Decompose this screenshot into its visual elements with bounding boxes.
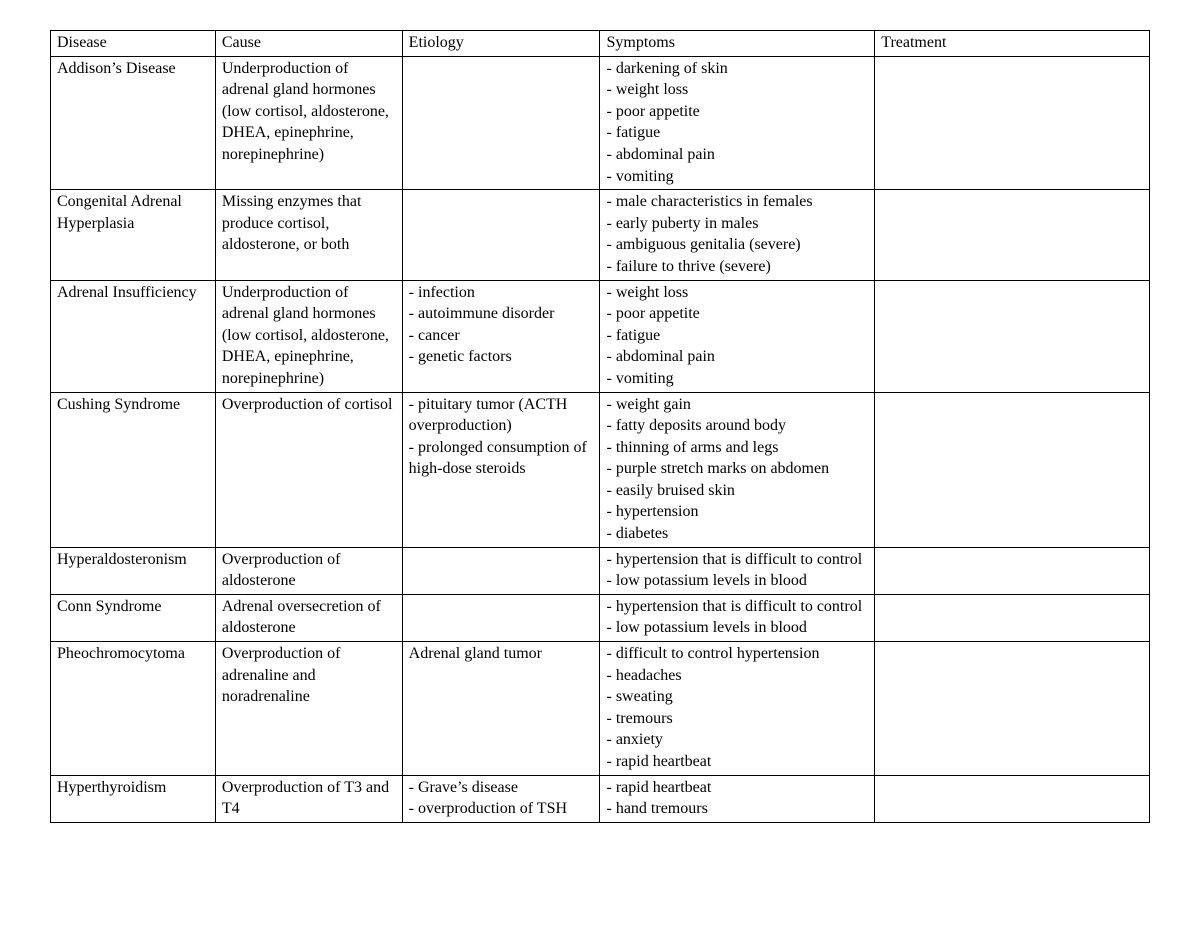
cell-symptoms: - rapid heartbeat- hand tremours [600, 775, 875, 822]
disease-table: Disease Cause Etiology Symptoms Treatmen… [50, 30, 1150, 823]
cell-cause: Missing enzymes that produce cortisol, a… [215, 190, 402, 280]
cell-symptoms-line: - abdominal pain [606, 144, 868, 166]
cell-symptoms: - difficult to control hypertension- hea… [600, 642, 875, 776]
cell-symptoms-line: - vomiting [606, 368, 868, 390]
cell-etiology-line: - overproduction of TSH [409, 798, 594, 820]
cell-symptoms-line: - abdominal pain [606, 346, 868, 368]
cell-etiology-line: - infection [409, 282, 594, 304]
cell-treatment [875, 190, 1150, 280]
cell-treatment [875, 642, 1150, 776]
cell-symptoms-line: - fatigue [606, 122, 868, 144]
cell-symptoms-line: - hypertension that is difficult to cont… [606, 549, 868, 571]
cell-etiology: - Grave’s disease- overproduction of TSH [402, 775, 600, 822]
cell-symptoms-line: - hypertension that is difficult to cont… [606, 596, 868, 618]
cell-symptoms: - darkening of skin- weight loss- poor a… [600, 56, 875, 190]
cell-etiology [402, 190, 600, 280]
cell-treatment [875, 775, 1150, 822]
table-row: Conn SyndromeAdrenal oversecretion of al… [51, 594, 1150, 641]
cell-symptoms-line: - anxiety [606, 729, 868, 751]
cell-symptoms-line: - rapid heartbeat [606, 777, 868, 799]
cell-symptoms-line: - sweating [606, 686, 868, 708]
cell-symptoms-line: - rapid heartbeat [606, 751, 868, 773]
col-etiology: Etiology [402, 31, 600, 57]
table-row: HyperthyroidismOverproduction of T3 and … [51, 775, 1150, 822]
cell-symptoms-line: - weight gain [606, 394, 868, 416]
cell-etiology-line: - prolonged consumption of high-dose ste… [409, 437, 594, 480]
cell-symptoms: - male characteristics in females- early… [600, 190, 875, 280]
cell-symptoms-line: - weight loss [606, 282, 868, 304]
cell-symptoms-line: - easily bruised skin [606, 480, 868, 502]
cell-etiology [402, 594, 600, 641]
cell-cause: Overproduction of adrenaline and noradre… [215, 642, 402, 776]
cell-symptoms-line: - hand tremours [606, 798, 868, 820]
cell-etiology: Adrenal gland tumor [402, 642, 600, 776]
cell-symptoms-line: - diabetes [606, 523, 868, 545]
cell-etiology-line: - genetic factors [409, 346, 594, 368]
cell-symptoms-line: - fatigue [606, 325, 868, 347]
cell-cause: Overproduction of aldosterone [215, 547, 402, 594]
cell-disease: Conn Syndrome [51, 594, 216, 641]
cell-treatment [875, 56, 1150, 190]
col-cause: Cause [215, 31, 402, 57]
table-row: Adrenal InsufficiencyUnderproduction of … [51, 280, 1150, 392]
col-treatment: Treatment [875, 31, 1150, 57]
cell-treatment [875, 392, 1150, 547]
cell-disease: Hyperthyroidism [51, 775, 216, 822]
cell-treatment [875, 280, 1150, 392]
cell-symptoms-line: - failure to thrive (severe) [606, 256, 868, 278]
cell-symptoms: - weight loss- poor appetite- fatigue- a… [600, 280, 875, 392]
cell-treatment [875, 547, 1150, 594]
cell-etiology-line: - cancer [409, 325, 594, 347]
table-row: Cushing SyndromeOverproduction of cortis… [51, 392, 1150, 547]
table-row: Congenital Adrenal HyperplasiaMissing en… [51, 190, 1150, 280]
cell-symptoms-line: - headaches [606, 665, 868, 687]
cell-symptoms-line: - low potassium levels in blood [606, 570, 868, 592]
cell-disease: Cushing Syndrome [51, 392, 216, 547]
cell-symptoms-line: - low potassium levels in blood [606, 617, 868, 639]
cell-symptoms-line: - male characteristics in females [606, 191, 868, 213]
cell-symptoms-line: - fatty deposits around body [606, 415, 868, 437]
cell-cause: Underproduction of adrenal gland hormone… [215, 280, 402, 392]
cell-symptoms-line: - poor appetite [606, 303, 868, 325]
cell-disease: Hyperaldosteronism [51, 547, 216, 594]
col-symptoms: Symptoms [600, 31, 875, 57]
cell-symptoms-line: - darkening of skin [606, 58, 868, 80]
table-row: PheochromocytomaOverproduction of adrena… [51, 642, 1150, 776]
cell-disease: Adrenal Insufficiency [51, 280, 216, 392]
cell-etiology: - infection- autoimmune disorder- cancer… [402, 280, 600, 392]
table-row: HyperaldosteronismOverproduction of aldo… [51, 547, 1150, 594]
cell-disease: Congenital Adrenal Hyperplasia [51, 190, 216, 280]
cell-treatment [875, 594, 1150, 641]
table-header-row: Disease Cause Etiology Symptoms Treatmen… [51, 31, 1150, 57]
cell-symptoms: - hypertension that is difficult to cont… [600, 547, 875, 594]
cell-symptoms-line: - ambiguous genitalia (severe) [606, 234, 868, 256]
cell-symptoms-line: - thinning of arms and legs [606, 437, 868, 459]
cell-etiology [402, 56, 600, 190]
cell-etiology-line: - pituitary tumor (ACTH overproduction) [409, 394, 594, 437]
cell-cause: Adrenal oversecretion of aldosterone [215, 594, 402, 641]
cell-etiology-line: - autoimmune disorder [409, 303, 594, 325]
cell-symptoms-line: - tremours [606, 708, 868, 730]
table-row: Addison’s DiseaseUnderproduction of adre… [51, 56, 1150, 190]
cell-symptoms-line: - hypertension [606, 501, 868, 523]
cell-symptoms-line: - poor appetite [606, 101, 868, 123]
cell-cause: Overproduction of T3 and T4 [215, 775, 402, 822]
cell-etiology-line: - Grave’s disease [409, 777, 594, 799]
table-body: Addison’s DiseaseUnderproduction of adre… [51, 56, 1150, 822]
cell-symptoms: - weight gain- fatty deposits around bod… [600, 392, 875, 547]
cell-symptoms: - hypertension that is difficult to cont… [600, 594, 875, 641]
col-disease: Disease [51, 31, 216, 57]
cell-cause: Overproduction of cortisol [215, 392, 402, 547]
cell-etiology [402, 547, 600, 594]
cell-symptoms-line: - difficult to control hypertension [606, 643, 868, 665]
cell-symptoms-line: - purple stretch marks on abdomen [606, 458, 868, 480]
cell-symptoms-line: - vomiting [606, 166, 868, 188]
cell-disease: Pheochromocytoma [51, 642, 216, 776]
cell-cause: Underproduction of adrenal gland hormone… [215, 56, 402, 190]
cell-symptoms-line: - weight loss [606, 79, 868, 101]
cell-disease: Addison’s Disease [51, 56, 216, 190]
cell-symptoms-line: - early puberty in males [606, 213, 868, 235]
cell-etiology: - pituitary tumor (ACTH overproduction)-… [402, 392, 600, 547]
